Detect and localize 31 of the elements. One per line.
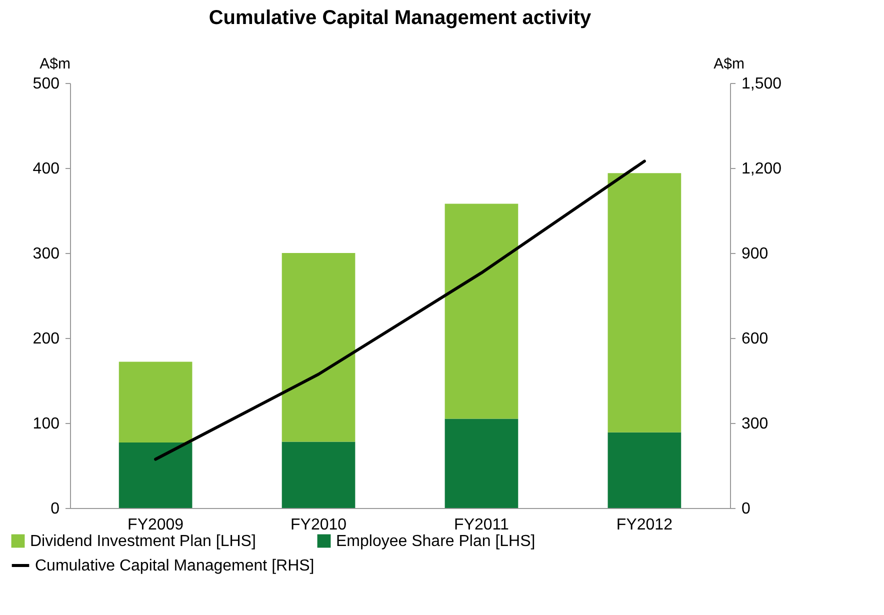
y-tick-label: 0 [50, 500, 60, 518]
bar [118, 362, 192, 443]
y2-tick-label: 0 [742, 500, 750, 518]
x-tick-label: FY2011 [454, 516, 510, 534]
y2-tick-label: 300 [742, 416, 768, 432]
bar [282, 253, 356, 442]
y-tick-label: 100 [32, 416, 60, 432]
x-tick-label: FY2012 [616, 516, 673, 534]
bar [118, 442, 192, 508]
y-tick-label: 400 [32, 160, 60, 178]
y2-axis-title: A$m [714, 56, 744, 72]
y-tick-label: 200 [32, 330, 60, 348]
y2-tick-label: 900 [742, 246, 768, 262]
legend-label: Dividend Investment Plan [LHS] [30, 533, 256, 550]
chart-title: Cumulative Capital Management activity [208, 7, 592, 29]
bar [282, 442, 356, 508]
bar [444, 204, 518, 419]
line-series [154, 160, 646, 461]
y-axis-title: A$m [40, 56, 70, 72]
legend-label: Cumulative Capital Management [RHS] [35, 558, 314, 574]
bar [444, 418, 518, 508]
x-tick-label: FY2009 [128, 516, 184, 534]
x-tick-label: FY2010 [290, 516, 347, 534]
y-tick-label: 500 [32, 76, 60, 92]
y-tick-label: 300 [32, 246, 60, 262]
y2-tick-label: 600 [742, 330, 768, 348]
y2-tick-label: 1,500 [742, 76, 782, 92]
bar [608, 173, 682, 432]
legend-label: Employee Share Plan [LHS] [336, 533, 536, 550]
y2-tick-label: 1,200 [742, 160, 782, 178]
bar [608, 432, 682, 508]
